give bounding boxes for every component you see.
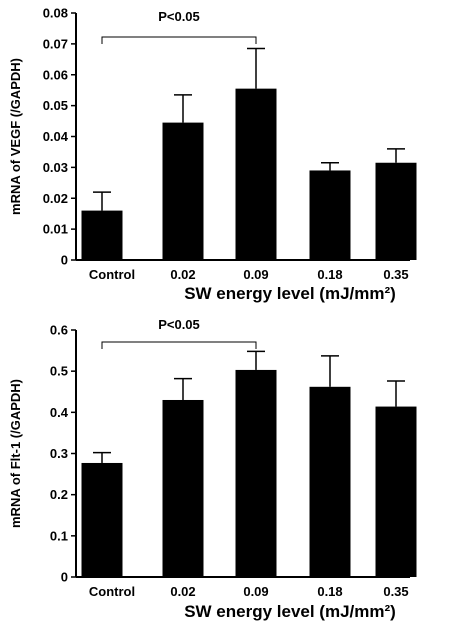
y-tick-label: 0.01 (43, 222, 68, 237)
y-tick-label: 0.3 (50, 446, 68, 461)
significance-bracket (101, 36, 257, 44)
y-tick-label: 0.4 (50, 405, 69, 420)
bar (235, 369, 277, 577)
bar (81, 462, 123, 577)
x-tick-label: 0.35 (383, 584, 408, 599)
y-axis-label: mRNA of VEGF (/GAPDH) (8, 58, 23, 215)
bar (375, 162, 417, 260)
y-tick-label: 0.5 (50, 364, 68, 379)
significance-label: P<0.05 (158, 9, 200, 24)
significance-bracket (101, 341, 257, 349)
y-tick-label: 0.08 (43, 6, 68, 21)
x-tick-label: 0.02 (170, 584, 195, 599)
bar (375, 406, 417, 577)
y-tick-label: 0.6 (50, 323, 68, 338)
x-axis-label: SW energy level (mJ/mm²) (184, 602, 396, 621)
y-tick-label: 0.03 (43, 160, 68, 175)
x-tick-label: 0.02 (170, 267, 195, 282)
bar (162, 122, 204, 260)
x-tick-label: 0.18 (317, 267, 342, 282)
significance-label: P<0.05 (158, 317, 200, 332)
x-tick-label: 0.18 (317, 584, 342, 599)
y-tick-label: 0 (61, 253, 68, 268)
y-tick-label: 0 (61, 570, 68, 585)
x-tick-label: Control (89, 267, 135, 282)
y-tick-label: 0.07 (43, 36, 68, 51)
x-tick-label: 0.09 (243, 584, 268, 599)
x-axis-label: SW energy level (mJ/mm²) (184, 284, 396, 303)
x-tick-label: Control (89, 584, 135, 599)
y-tick-label: 0.1 (50, 528, 68, 543)
x-tick-label: 0.35 (383, 267, 408, 282)
y-tick-label: 0.05 (43, 98, 68, 113)
chart-2: 0 0.1 0.2 0.3 0.4 0.5 0.6 Control 0.02 0.09 0.18 0.… (8, 317, 417, 621)
bar (162, 399, 204, 577)
bar (235, 88, 277, 260)
y-tick-label: 0.06 (43, 67, 68, 82)
y-tick-label: 0.04 (43, 129, 69, 144)
y-tick-label: 0.2 (50, 487, 68, 502)
y-axis-label: mRNA of Flt-1 (/GAPDH) (8, 379, 23, 528)
bar (309, 386, 351, 577)
y-tick-label: 0.02 (43, 191, 68, 206)
chart-1: 0 0.01 0.02 0.03 0.04 0.05 0.06 0.07 0.08 Control… (8, 6, 417, 303)
bar (81, 210, 123, 260)
x-tick-label: 0.09 (243, 267, 268, 282)
bar (309, 170, 351, 260)
